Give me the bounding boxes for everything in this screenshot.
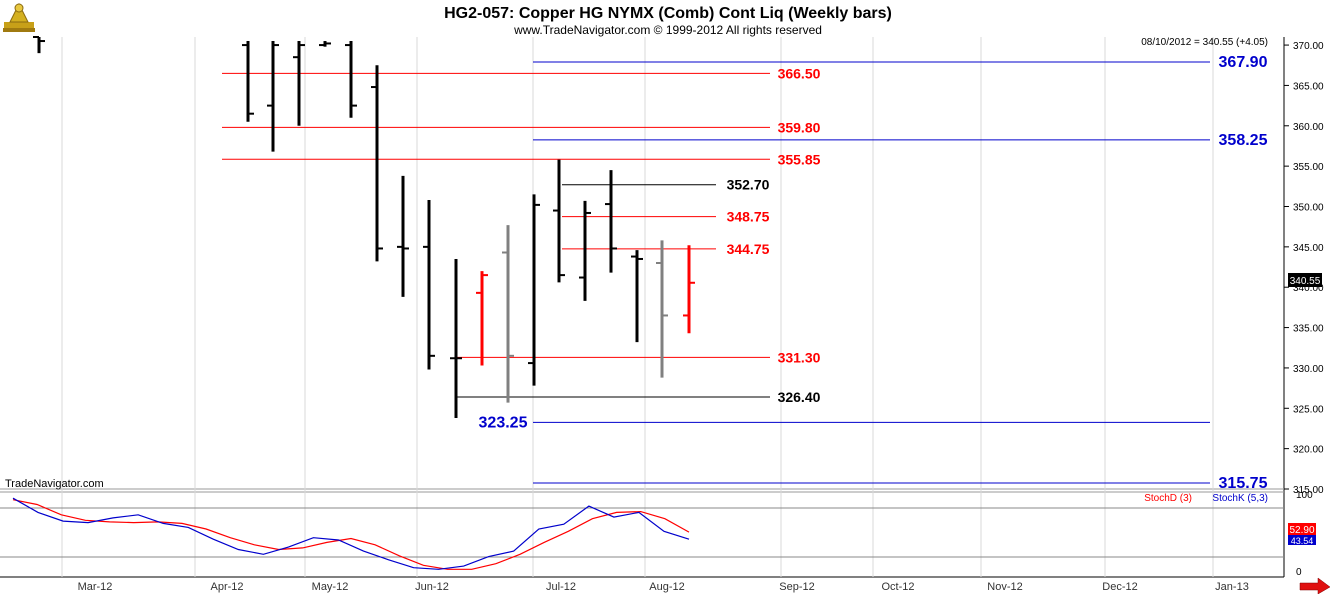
price-tick-label: 315.00 (1293, 485, 1324, 496)
price-tick-label: 370.00 (1293, 41, 1324, 52)
price-tick-label: 365.00 (1293, 81, 1324, 92)
time-tick-label: Oct-12 (881, 581, 914, 593)
time-tick-label: May-12 (312, 581, 349, 593)
ohlc-bar (267, 41, 279, 152)
level-label: 348.75 (727, 209, 770, 225)
price-tick-label: 355.00 (1293, 162, 1324, 173)
ohlc-bar (631, 250, 643, 343)
ohlc-bar (502, 225, 514, 403)
price-tick-label: 350.00 (1293, 203, 1324, 214)
level-label: 331.30 (778, 349, 821, 365)
ohlc-bar (397, 175, 409, 297)
price-tick-label: 340.00 (1293, 283, 1324, 294)
chart-title: HG2-057: Copper HG NYMX (Comb) Cont Liq … (444, 5, 892, 22)
ohlc-bar (579, 200, 591, 301)
price-tick-label: 335.00 (1293, 324, 1324, 335)
level-label: 367.90 (1219, 54, 1268, 71)
ohlc-bar (423, 200, 435, 370)
ohlc-bar (242, 41, 254, 122)
scroll-right-arrow-icon[interactable] (1299, 577, 1331, 594)
time-tick-label: Aug-12 (649, 581, 684, 593)
month-gridlines (61, 37, 1214, 577)
last-quote: 08/10/2012 = 340.55 (+4.05) (1141, 37, 1268, 48)
last-price-label: 340.55 (1290, 276, 1321, 287)
ohlc-bar (528, 194, 540, 386)
time-tick-label: Jun-12 (415, 581, 449, 593)
time-tick-label: Jan-13 (1215, 581, 1249, 593)
time-tick-label: Sep-12 (779, 581, 814, 593)
chart-frame (0, 37, 1285, 578)
time-tick-label: Jul-12 (546, 581, 576, 593)
ohlc-bar (371, 65, 383, 262)
ohlc-bar (33, 36, 45, 54)
level-label: 326.40 (778, 389, 821, 405)
level-label: 355.85 (778, 151, 821, 167)
time-tick-label: Nov-12 (987, 581, 1022, 593)
ohlc-bar (319, 41, 331, 47)
ohlc-bar (293, 41, 305, 126)
ohlc-bar (476, 271, 488, 366)
time-axis: Mar-12 Apr-12 May-12 Jun-12 Jul-12 Aug-12 Sep-… (78, 581, 1249, 593)
level-label: 366.50 (778, 65, 821, 81)
level-label: 344.75 (727, 241, 770, 257)
ohlc-bar (345, 41, 357, 118)
level-lines: 366.50 359.80 355.85 352.70 348.75 344.75 331.… (222, 54, 1268, 492)
price-tick-label: 345.00 (1293, 243, 1324, 254)
stoch-k-line (12, 497, 690, 570)
stoch-k-last: 43.54 (1291, 536, 1314, 546)
price-tick-label: 330.00 (1293, 364, 1324, 375)
stoch-d-last: 52.90 (1289, 525, 1314, 536)
level-label: 352.70 (727, 177, 770, 193)
watermark: TradeNavigator.com (5, 478, 104, 490)
time-tick-label: Dec-12 (1102, 581, 1137, 593)
level-label: 315.75 (1219, 475, 1268, 492)
copyright-notice: www.TradeNavigator.com © 1999-2012 All r… (513, 23, 822, 37)
price-tick-label: 325.00 (1293, 404, 1324, 415)
ohlc-bar (450, 258, 462, 418)
ohlc-bar (605, 170, 617, 273)
stoch-d-line (12, 499, 690, 570)
level-label: 323.25 (479, 414, 528, 431)
ohlc-bar (683, 245, 695, 334)
price-bars (33, 36, 695, 418)
stoch-k-legend: StochK (5,3) (1212, 493, 1268, 504)
stoch-tick-0: 0 (1296, 567, 1302, 578)
stochastic-panel: StochD (3) StochK (5,3) 100 0 52.90 43.5… (0, 490, 1316, 578)
tradenavigator-logo-icon (3, 2, 35, 32)
time-tick-label: Apr-12 (210, 581, 243, 593)
ohlc-bar (553, 159, 565, 283)
level-label: 359.80 (778, 119, 821, 135)
stoch-tick-100: 100 (1296, 490, 1313, 501)
time-tick-label: Mar-12 (78, 581, 113, 593)
price-tick-label: 360.00 (1293, 122, 1324, 133)
price-tick-label: 320.00 (1293, 445, 1324, 456)
stoch-d-legend: StochD (3) (1144, 493, 1192, 504)
price-axis: 315.00 320.00 325.00 330.00 335.00 340.00 345.… (1284, 41, 1324, 496)
ohlc-bar (656, 240, 668, 378)
level-label: 358.25 (1219, 132, 1268, 149)
last-price-marker: 340.55 (1288, 273, 1322, 287)
